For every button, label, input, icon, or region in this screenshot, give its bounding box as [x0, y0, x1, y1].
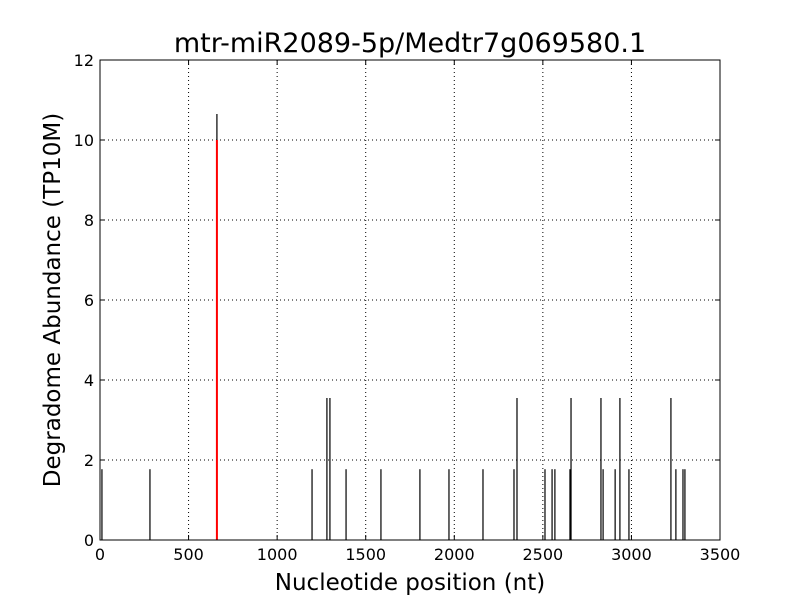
x-tick-label: 500 [173, 545, 204, 564]
y-tick-label: 10 [74, 131, 94, 150]
x-tick-label: 0 [95, 545, 105, 564]
x-tick-label: 3000 [611, 545, 652, 564]
y-tick-label: 0 [84, 531, 94, 550]
y-axis-label: Degradome Abundance (TP10M) [40, 113, 66, 487]
x-tick-label: 2500 [522, 545, 563, 564]
y-tick-label: 4 [84, 371, 94, 390]
chart-title: mtr-miR2089-5p/Medtr7g069580.1 [174, 28, 646, 59]
y-tick-label: 8 [84, 211, 94, 230]
y-tick-label: 12 [74, 51, 94, 70]
x-axis-label: Nucleotide position (nt) [275, 570, 545, 596]
x-tick-label: 2000 [434, 545, 475, 564]
plot-area: 0 500 1000 1500 2000 2500 3000 3500 0 2 4 6 8 10 12 [74, 51, 741, 564]
x-tick-label: 3500 [700, 545, 741, 564]
y-tick-label: 6 [84, 291, 94, 310]
y-tick-label: 2 [84, 451, 94, 470]
x-tick-label: 1500 [345, 545, 386, 564]
plot-frame [99, 59, 721, 541]
x-tick-label: 1000 [257, 545, 298, 564]
